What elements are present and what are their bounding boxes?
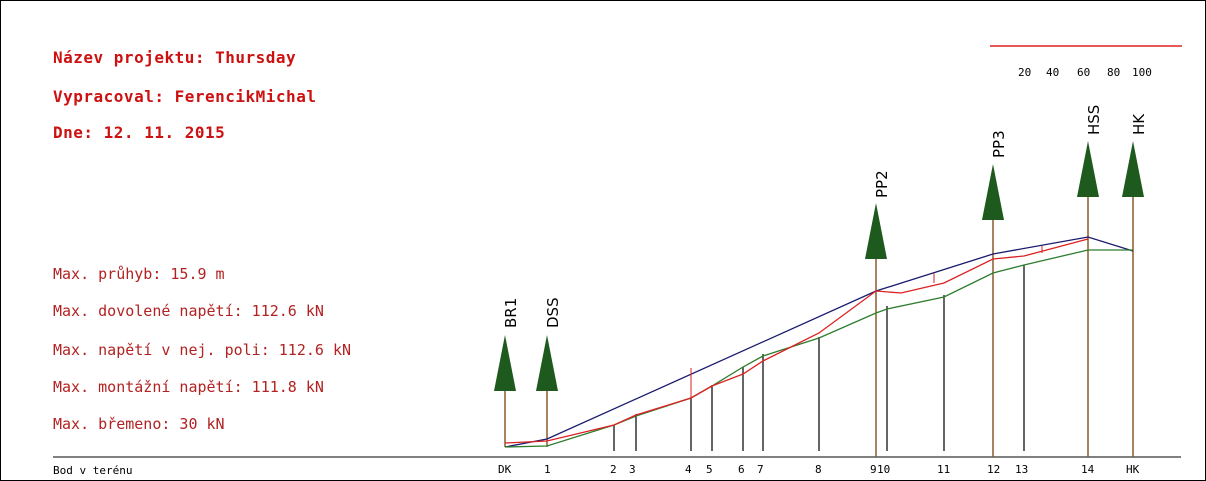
point-label-5: 5 xyxy=(706,463,713,476)
point-label-10: 10 xyxy=(877,463,890,476)
point-label-13: 13 xyxy=(1015,463,1028,476)
scale-tick-80: 80 xyxy=(1107,66,1121,79)
author-name: Vypracoval: FerencikMichal xyxy=(53,87,317,106)
support-trees xyxy=(494,141,1144,391)
scale-tick-60: 60 xyxy=(1077,66,1091,79)
stat-max-sag: Max. průhyb: 15.9 m xyxy=(53,265,225,283)
sag-markers xyxy=(690,246,1043,398)
point-label-hk: HK xyxy=(1126,463,1140,476)
point-label-14: 14 xyxy=(1081,463,1095,476)
stat-max-mounting-tension: Max. montážní napětí: 111.8 kN xyxy=(53,378,324,396)
scale-tick-40: 40 xyxy=(1046,66,1060,79)
point-label-3: 3 xyxy=(629,463,636,476)
point-label-12: 12 xyxy=(987,463,1000,476)
stat-max-span-tension: Max. napětí v nej. poli: 112.6 kN xyxy=(53,341,352,359)
point-label-4: 4 xyxy=(685,463,692,476)
tree-br1-icon xyxy=(494,335,516,391)
project-date: Dne: 12. 11. 2015 xyxy=(53,123,226,142)
support-label-pp2: PP2 xyxy=(873,170,891,198)
stat-max-allowed-tension: Max. dovolené napětí: 112.6 kN xyxy=(53,302,324,320)
support-label-dss: DSS xyxy=(544,297,562,328)
axis-label: Bod v terénu xyxy=(53,464,133,477)
tree-hss-icon xyxy=(1077,141,1099,197)
tree-pp3-icon xyxy=(982,164,1004,220)
point-label-8: 8 xyxy=(815,463,822,476)
cable-load-line xyxy=(504,238,1089,444)
point-label-2: 2 xyxy=(610,463,617,476)
tree-hk-icon xyxy=(1122,141,1144,197)
scale-tick-20: 20 xyxy=(1018,66,1032,79)
point-verticals xyxy=(613,265,1025,451)
support-label-br1: BR1 xyxy=(502,298,520,328)
stat-max-load: Max. břemeno: 30 kN xyxy=(53,415,225,433)
point-label-11: 11 xyxy=(937,463,950,476)
support-label-pp3: PP3 xyxy=(990,130,1008,158)
support-label-hk: HK xyxy=(1130,113,1148,135)
point-label-6: 6 xyxy=(738,463,745,476)
support-label-hss: HSS xyxy=(1085,105,1103,135)
point-label-dk: DK xyxy=(498,463,512,476)
tree-pp2-icon xyxy=(865,203,887,259)
scale-tick-100: 100 xyxy=(1132,66,1152,79)
point-label-7: 7 xyxy=(757,463,764,476)
point-label-1: 1 xyxy=(544,463,551,476)
point-label-9: 9 xyxy=(870,463,877,476)
tree-dss-icon xyxy=(536,335,558,391)
cable-top-line xyxy=(504,236,1134,448)
project-name: Název projektu: Thursday xyxy=(53,48,297,67)
